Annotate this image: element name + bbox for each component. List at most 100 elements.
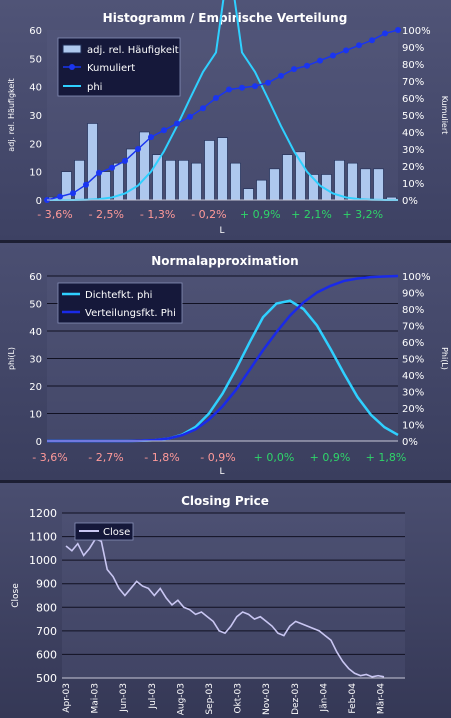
y2-tick-label: 40% — [402, 128, 424, 139]
x-tick-label: - 2,7% — [88, 451, 123, 464]
y2-tick-label: 0% — [402, 437, 418, 448]
y2-tick-label: 20% — [402, 162, 424, 173]
y2-tick-label: 50% — [402, 355, 424, 366]
cumulative-point — [252, 83, 258, 90]
y-tick-label: 0 — [36, 196, 42, 207]
x-tick-label: Nov-03 — [262, 683, 272, 715]
y-axis-label: Close — [11, 583, 21, 608]
y-tick-label: 40 — [29, 327, 42, 338]
x-tick-label: - 0,2% — [191, 208, 226, 221]
legend-box — [74, 522, 134, 541]
y2-tick-label: 80% — [402, 60, 424, 71]
y-tick-label: 10 — [29, 168, 42, 179]
cumulative-point — [226, 86, 232, 93]
x-tick-label: + 2,1% — [291, 208, 332, 221]
y-tick-label: 500 — [36, 672, 57, 685]
y2-tick-label: 20% — [402, 404, 424, 415]
cumulative-point — [96, 169, 102, 176]
legend-box — [57, 282, 183, 324]
cumulative-point — [148, 134, 154, 141]
x-tick-label: Sep-03 — [205, 683, 215, 715]
legend-marker-swatch — [69, 64, 75, 70]
histogram-panel: Histogramm / Empirische Verteilung 0 10 20 3… — [0, 0, 451, 240]
legend-label: adj. rel. Häufigkeit — [87, 45, 179, 56]
histogram-bar — [282, 154, 293, 201]
y2-tick-label: 10% — [402, 421, 424, 432]
chart-title: Closing Price — [181, 494, 269, 508]
y-tick-label: 30 — [29, 355, 42, 366]
legend-label: Verteilungsfkt. Phi — [85, 308, 176, 319]
histogram-bar — [74, 160, 85, 201]
x-tick-label: Aug-03 — [176, 683, 186, 715]
x-tick-label: - 2,5% — [89, 208, 124, 221]
legend-label: Dichtefkt. phi — [85, 290, 152, 301]
histogram-bar — [295, 151, 306, 201]
x-tick-label: - 0,9% — [200, 451, 235, 464]
x-tick-label: Jän-04 — [319, 683, 329, 713]
cumulative-point — [291, 66, 297, 73]
histogram-bar — [347, 162, 358, 201]
cumulative-point — [57, 193, 63, 200]
cumulative-point — [356, 42, 362, 49]
y2-tick-label: 100% — [402, 272, 431, 283]
y-tick-label: 800 — [36, 601, 57, 614]
x-tick-label: - 1,3% — [140, 208, 175, 221]
y-tick-label: 1000 — [29, 554, 57, 567]
histogram-chart: Histogramm / Empirische Verteilung 0 10 20 3… — [7, 0, 449, 236]
y-tick-label: 20 — [29, 139, 42, 150]
histogram-bar — [243, 188, 254, 201]
y2-tick-label: 30% — [402, 145, 424, 156]
y2-tick-label: 60% — [402, 338, 424, 349]
normal-approx-chart: Normalapproximation 0 10 20 30 40 50 60 0% 10% 20%… — [7, 254, 449, 477]
cumulative-point — [265, 79, 271, 86]
cumulative-point — [213, 95, 219, 101]
x-tick-label: Okt-03 — [234, 683, 244, 714]
x-tick-label: - 3,6% — [37, 208, 72, 221]
y-tick-label: 10 — [29, 410, 42, 421]
cumulative-point — [330, 52, 336, 59]
y2-tick-label: 0% — [402, 196, 418, 207]
y2-tick-label: 40% — [402, 371, 424, 382]
cumulative-point — [161, 127, 167, 134]
histogram-bar — [87, 123, 98, 201]
x-tick-label: Mär-04 — [377, 683, 387, 714]
x-axis-label: L — [219, 467, 224, 477]
y-tick-label: 60 — [29, 272, 42, 283]
panel-separator — [0, 240, 451, 243]
x-tick-label: Feb-04 — [348, 683, 358, 714]
x-tick-label: - 3,6% — [32, 451, 67, 464]
legend-label: phi — [87, 82, 102, 93]
x-tick-label: + 0,9% — [240, 208, 281, 221]
cumulative-point — [122, 157, 128, 164]
y-tick-label: 20 — [29, 382, 42, 393]
plot-area — [62, 513, 405, 678]
x-tick-label: Dez-03 — [291, 683, 301, 715]
panel-separator — [0, 480, 451, 483]
y2-tick-label: 30% — [402, 388, 424, 399]
histogram-bar — [204, 140, 215, 201]
x-tick-label: + 0,9% — [310, 451, 351, 464]
histogram-bar — [191, 162, 202, 201]
y-axis-label: phi(L) — [7, 347, 16, 370]
x-tick-label: + 1,8% — [366, 451, 407, 464]
y-tick-label: 50 — [29, 54, 42, 65]
y2-axis-label: Kumuliert — [440, 96, 449, 135]
histogram-bar — [230, 162, 241, 201]
legend-label: Kumuliert — [87, 63, 135, 74]
cumulative-point — [369, 37, 375, 44]
cumulative-point — [317, 57, 323, 64]
histogram-bar — [269, 168, 280, 201]
y2-tick-label: 100% — [402, 26, 431, 37]
x-tick-label: - 1,8% — [144, 451, 179, 464]
histogram-bar — [256, 179, 267, 201]
y2-tick-label: 70% — [402, 322, 424, 333]
histogram-bar — [178, 160, 189, 201]
cumulative-point — [174, 120, 180, 127]
cumulative-series-line — [46, 29, 399, 201]
histogram-bar — [100, 171, 111, 201]
histogram-bar — [217, 137, 228, 201]
cumulative-point — [83, 181, 89, 188]
y2-tick-label: 90% — [402, 43, 424, 54]
phi-series-line — [47, 0, 398, 201]
x-tick-label: Mai-03 — [91, 683, 101, 713]
